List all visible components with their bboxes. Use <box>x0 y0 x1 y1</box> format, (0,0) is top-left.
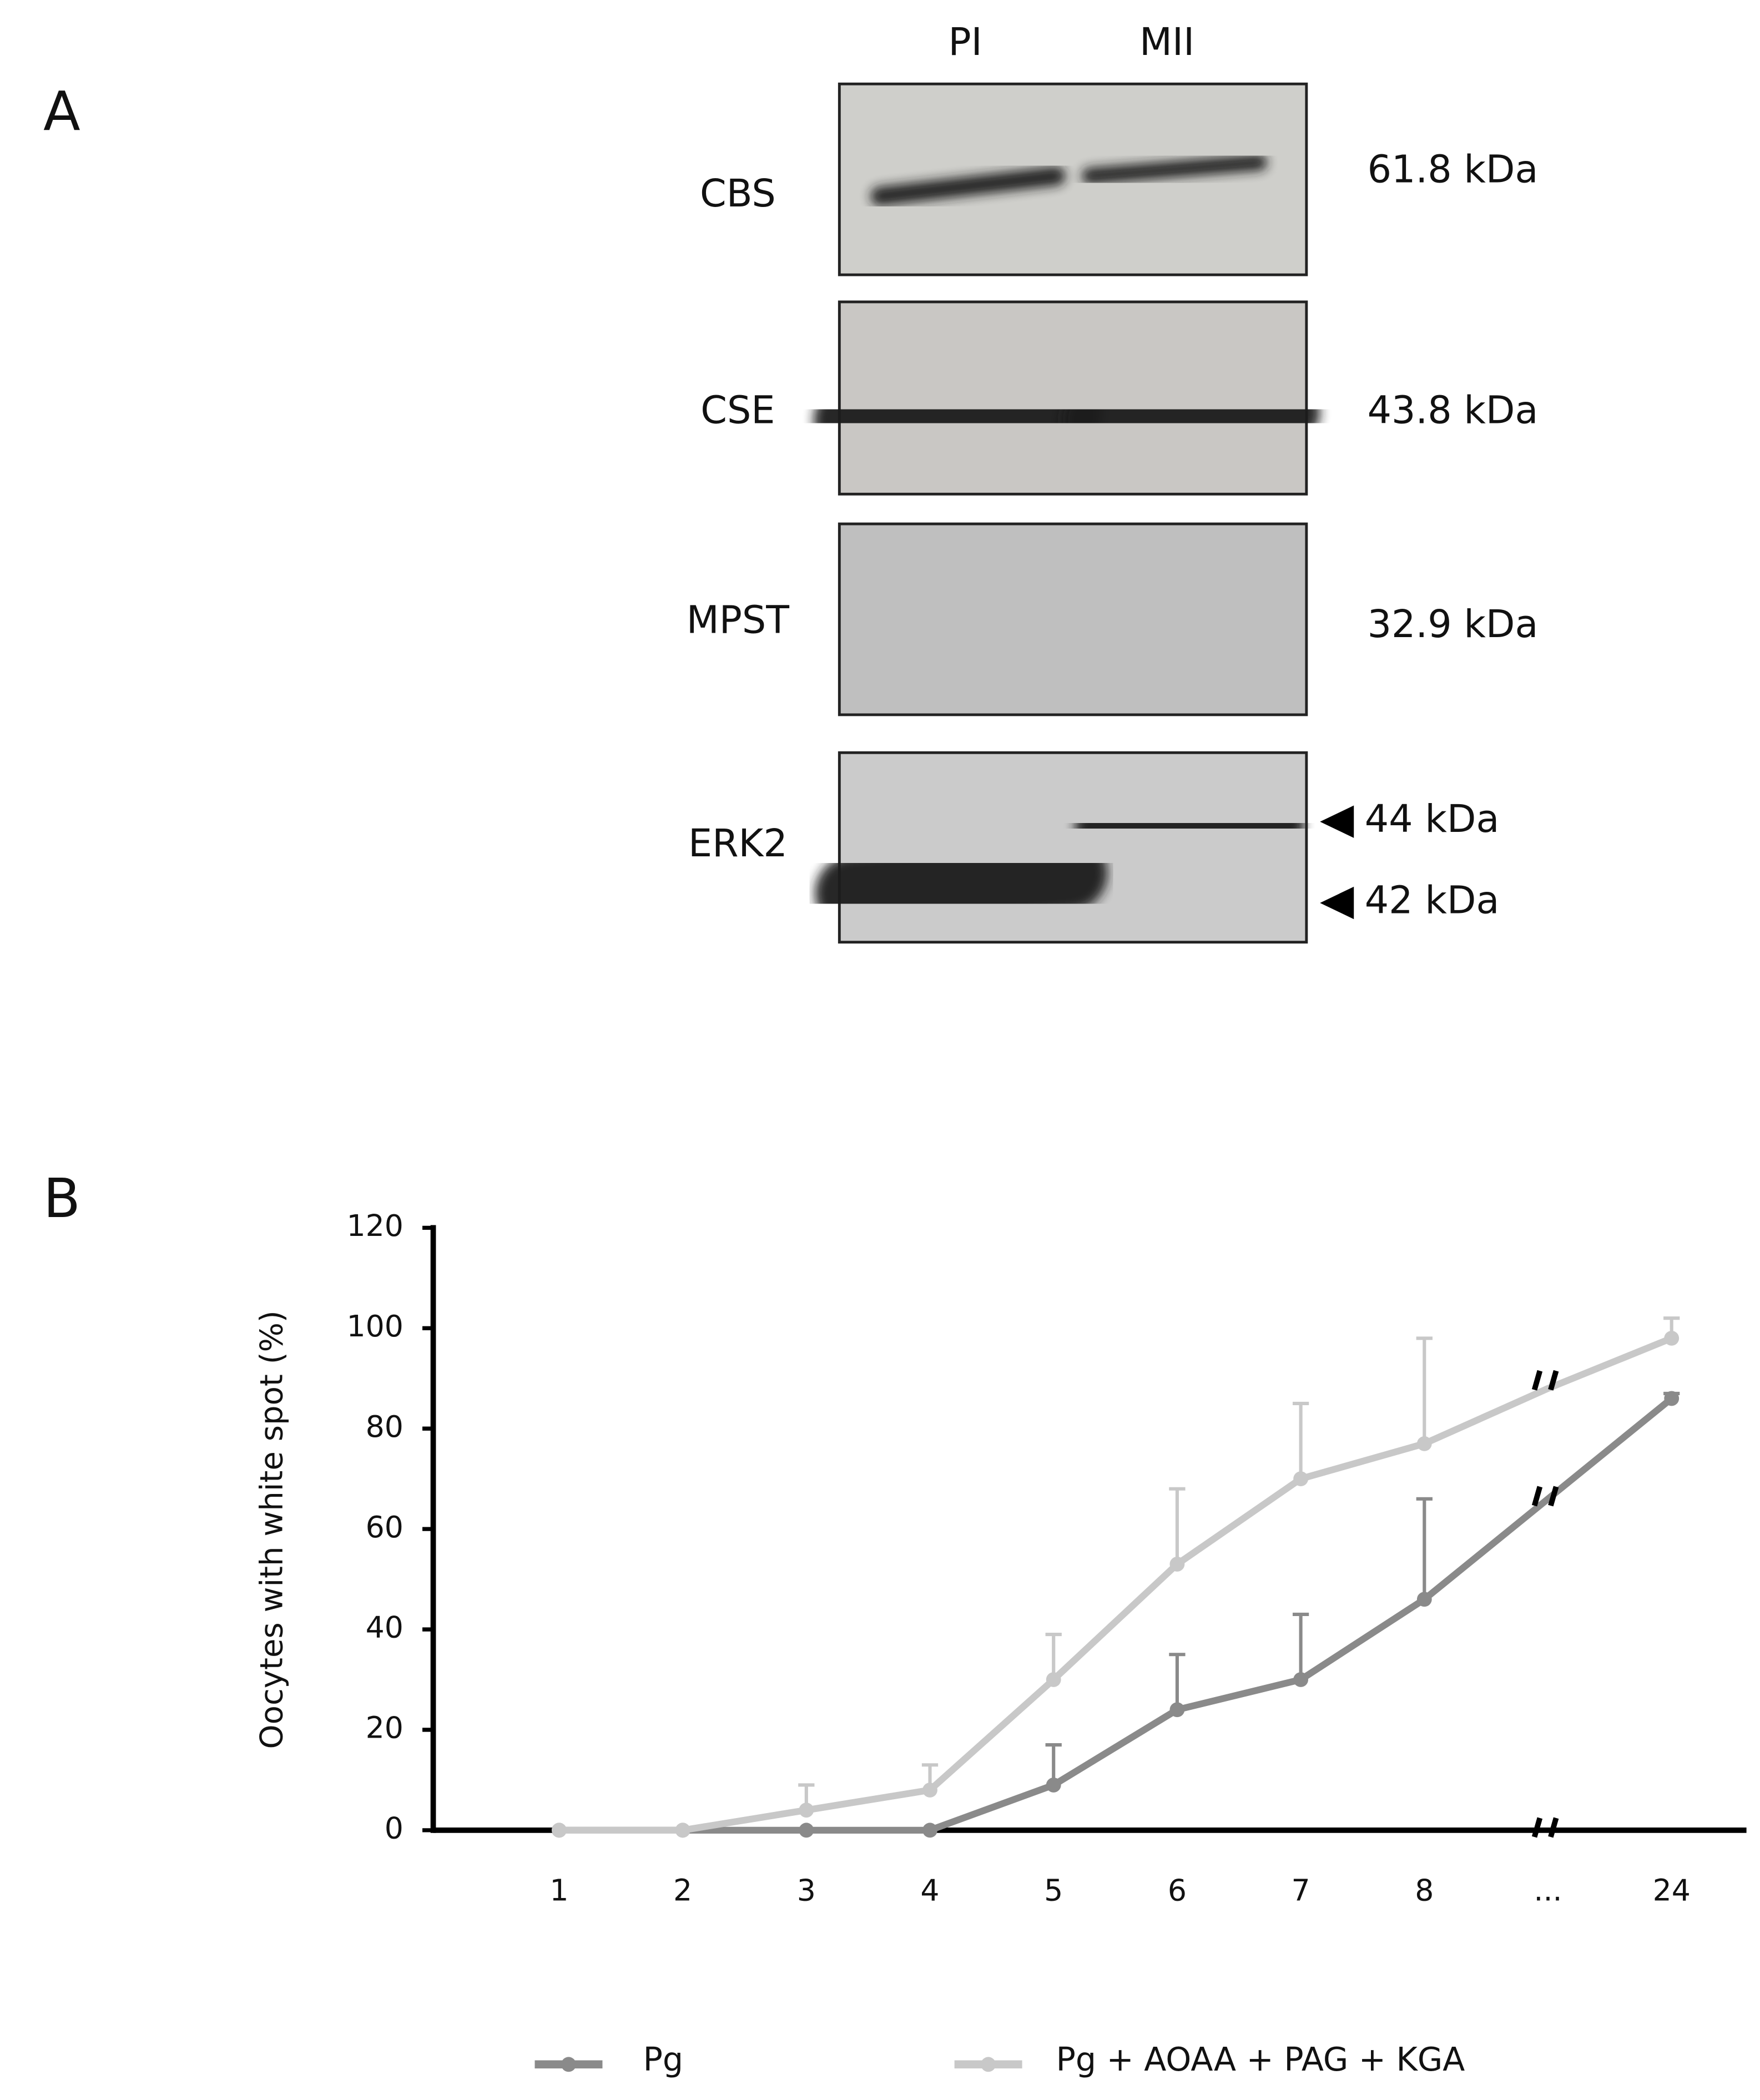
y-tick-label: 20 <box>366 1710 404 1745</box>
x-tick-label: 8 <box>1415 1873 1434 1908</box>
marker <box>1046 1778 1061 1793</box>
band <box>813 380 1102 452</box>
error-bar <box>1416 1497 1433 1599</box>
x-tick-label: 7 <box>1292 1873 1310 1908</box>
y-tick-label: 40 <box>366 1610 404 1645</box>
x-tick-label: 1 <box>549 1873 568 1908</box>
legend-marker <box>981 2057 996 2072</box>
panel-label: A <box>43 80 80 143</box>
marker <box>1169 1557 1185 1572</box>
protein-label: CBS <box>700 172 776 216</box>
legend-label: Pg <box>643 2041 683 2078</box>
marker <box>1664 1391 1680 1406</box>
y-tick-label: 0 <box>385 1810 404 1845</box>
marker <box>799 1823 814 1838</box>
series-line <box>559 1396 1674 1834</box>
x-tick-label: 3 <box>797 1873 816 1908</box>
break-mark <box>1531 1370 1559 1391</box>
band <box>1062 386 1320 447</box>
protein-label: ERK2 <box>688 822 788 866</box>
break-mark <box>1531 1486 1559 1507</box>
series-line <box>559 1335 1673 1834</box>
x-tick-label: 6 <box>1168 1873 1187 1908</box>
marker <box>1664 1330 1680 1346</box>
error-bar <box>1169 1653 1186 1710</box>
lane-label: PI <box>949 21 982 64</box>
band <box>1075 800 1304 852</box>
band <box>870 166 1066 206</box>
protein-label: CSE <box>700 389 775 433</box>
marker <box>799 1803 814 1818</box>
y-tick-label: 80 <box>366 1409 404 1444</box>
marker <box>1046 1672 1061 1687</box>
error-bar <box>1292 1612 1309 1680</box>
legend-marker <box>561 2057 576 2072</box>
marker <box>1416 1436 1432 1451</box>
lane-label: MII <box>1139 21 1194 64</box>
x-tick-label: 5 <box>1044 1873 1063 1908</box>
legend-label: Pg + AOAA + PAG + KGA <box>1056 2041 1465 2078</box>
marker <box>1416 1592 1432 1607</box>
band <box>815 835 1108 932</box>
y-axis-title: Oocytes with white spot (%) <box>254 1310 290 1749</box>
y-tick-label: 120 <box>346 1208 403 1243</box>
size-label: 43.8 kDa <box>1368 389 1539 433</box>
arrowhead <box>1320 886 1354 920</box>
error-bar <box>1045 1633 1062 1680</box>
panel-label: B <box>43 1167 80 1230</box>
size-label: 44 kDa <box>1365 797 1500 841</box>
marker <box>675 1823 690 1838</box>
x-tick-label: 24 <box>1653 1873 1691 1908</box>
break-mark <box>1531 1817 1559 1838</box>
arrowhead <box>1320 805 1354 838</box>
marker <box>922 1783 937 1798</box>
marker <box>1293 1672 1309 1687</box>
marker <box>1293 1471 1309 1487</box>
band <box>1081 154 1268 184</box>
error-bar <box>1416 1336 1433 1444</box>
y-tick-label: 100 <box>346 1309 403 1344</box>
marker <box>551 1823 567 1838</box>
size-label: 61.8 kDa <box>1368 148 1539 191</box>
size-label: 42 kDa <box>1365 879 1500 923</box>
size-label: 32.9 kDa <box>1368 603 1539 647</box>
x-tick-label: 4 <box>920 1873 939 1908</box>
marker <box>1169 1702 1185 1718</box>
error-bar <box>1292 1401 1309 1479</box>
blot <box>838 82 1308 276</box>
x-tick-label: 2 <box>673 1873 692 1908</box>
protein-label: MPST <box>687 599 789 643</box>
x-tick-label: ... <box>1534 1873 1562 1908</box>
marker <box>922 1823 937 1838</box>
y-tick-label: 60 <box>366 1510 404 1544</box>
error-bar <box>1169 1487 1186 1564</box>
